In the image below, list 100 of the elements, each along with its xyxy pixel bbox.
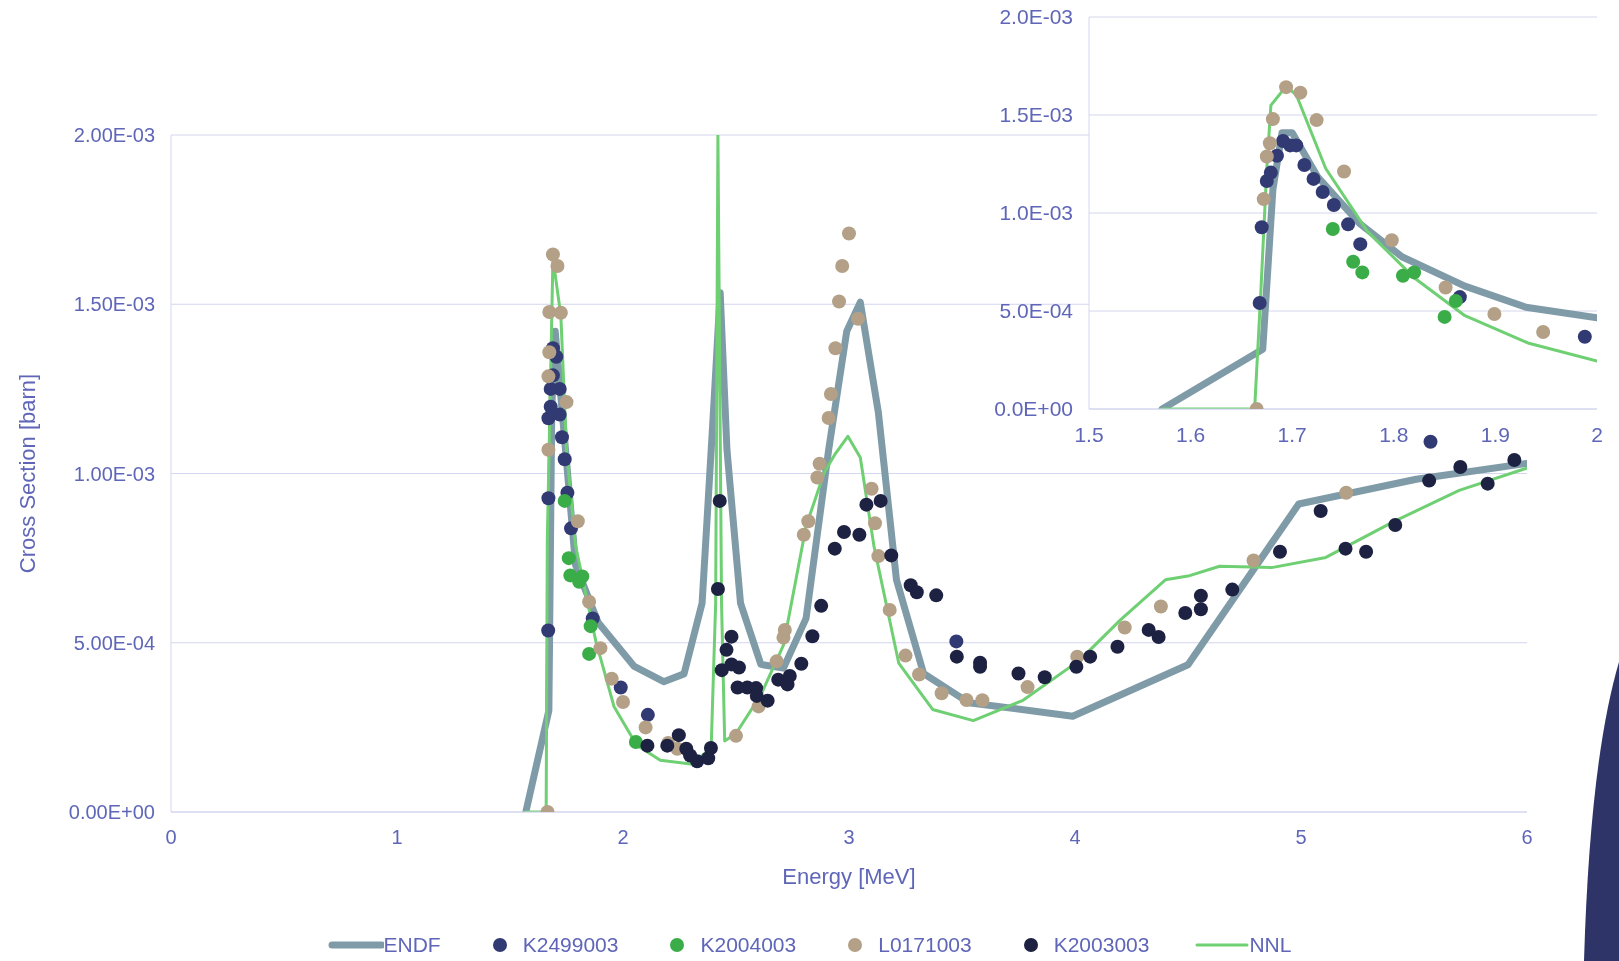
point: [912, 667, 927, 682]
point: [1252, 295, 1267, 310]
point: [1272, 544, 1287, 559]
point: [542, 345, 557, 360]
point: [616, 694, 630, 709]
point: [640, 738, 655, 753]
point: [719, 642, 734, 657]
point: [1141, 622, 1156, 637]
point: [949, 634, 964, 649]
point: [1437, 309, 1452, 324]
point: [1388, 517, 1403, 532]
point: [1448, 294, 1463, 308]
y-tick-label: 1.00E-03: [73, 462, 155, 485]
point: [570, 514, 585, 529]
x-tick-label: 1.7: [1277, 422, 1307, 446]
point: [729, 728, 743, 743]
point: [1151, 630, 1166, 644]
point: [959, 692, 974, 707]
x-tick-label: 2: [617, 826, 629, 849]
x-tick-label: 2: [1591, 422, 1603, 446]
point: [541, 369, 556, 384]
y-tick-label: 5.0E-04: [999, 299, 1074, 323]
point: [851, 311, 866, 326]
point: [1037, 670, 1052, 685]
point: [541, 491, 556, 506]
point: [690, 754, 705, 769]
point: [724, 629, 739, 644]
y-tick-label: 5.00E-04: [73, 631, 155, 654]
point: [593, 641, 608, 656]
point: [835, 259, 850, 273]
point: [541, 442, 556, 457]
point: [1395, 268, 1410, 283]
x-tick-label: 1.9: [1480, 422, 1510, 446]
y-tick-label: 1.0E-03: [999, 201, 1073, 225]
point: [604, 671, 619, 686]
point: [550, 259, 565, 273]
point: [710, 581, 725, 596]
point: [1309, 113, 1324, 128]
x-tick-label: 1.8: [1379, 422, 1409, 446]
point: [837, 525, 852, 540]
point: [1011, 666, 1026, 681]
point: [1423, 434, 1438, 449]
y-tick-label: 1.5E-03: [999, 103, 1073, 127]
point: [1326, 197, 1341, 212]
point: [1110, 639, 1125, 654]
y-tick-label: 1.50E-03: [73, 293, 155, 316]
point: [541, 623, 556, 638]
point: [1536, 324, 1551, 339]
point: [1193, 588, 1208, 603]
point: [542, 305, 557, 320]
point: [949, 649, 964, 664]
point: [1315, 185, 1330, 200]
point: [1337, 164, 1352, 179]
point: [884, 548, 899, 563]
x-tick-label: 1: [391, 826, 403, 849]
point: [1020, 680, 1035, 695]
point: [554, 430, 569, 445]
point: [1279, 80, 1294, 95]
point: [552, 407, 567, 422]
point: [1422, 473, 1437, 488]
point: [1384, 233, 1399, 248]
point: [1265, 112, 1280, 127]
point: [1359, 544, 1374, 559]
point: [1480, 476, 1495, 491]
point: [1254, 220, 1269, 235]
point: [671, 728, 686, 743]
point: [1259, 149, 1274, 164]
point: [1341, 217, 1356, 232]
point: [842, 226, 856, 241]
point: [929, 588, 944, 603]
x-tick-label: 5: [1295, 826, 1307, 849]
point: [805, 629, 820, 644]
point: [582, 594, 597, 609]
point: [782, 668, 797, 683]
y-tick-label: 0.00E+00: [68, 801, 155, 824]
point: [1117, 620, 1132, 635]
x-tick-label: 3: [843, 826, 855, 849]
point: [769, 654, 784, 669]
x-tick-label: 0: [165, 826, 177, 849]
point: [545, 247, 560, 262]
point: [1193, 602, 1208, 617]
point: [543, 399, 558, 414]
point: [1263, 165, 1278, 180]
point: [898, 648, 913, 663]
point: [760, 693, 775, 708]
point: [1346, 254, 1361, 269]
x-tick-label: 1.5: [1074, 422, 1104, 446]
point: [557, 493, 572, 508]
point: [640, 707, 655, 722]
point: [561, 551, 576, 566]
point: [873, 493, 888, 508]
point: [1577, 329, 1592, 344]
point: [1325, 222, 1340, 237]
point: [832, 294, 847, 309]
point: [777, 622, 792, 637]
point: [583, 619, 598, 634]
point: [712, 493, 727, 508]
y-tick-label: 0.0E+00: [994, 397, 1073, 421]
point: [1293, 85, 1308, 100]
point: [1069, 659, 1084, 674]
